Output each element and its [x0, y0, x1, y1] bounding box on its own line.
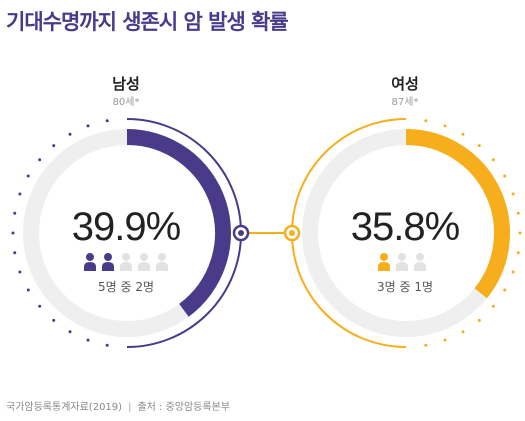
person-icon: [138, 253, 150, 271]
male-dotted-ring: [11, 119, 109, 347]
female-ring-dot: [477, 144, 481, 148]
chart-title: 기대수명까지 생존시 암 발생 확률: [6, 10, 289, 34]
footer-source-data: 국가암등록통계자료(2019): [6, 402, 123, 413]
male-ring-dot: [26, 174, 30, 178]
male-ring-dot: [52, 144, 56, 148]
female-ring-dot: [491, 304, 495, 308]
person-icon: [156, 253, 168, 271]
male-ring-dot: [105, 343, 109, 347]
person-icon: [414, 253, 426, 271]
female-ring-dot: [491, 158, 495, 162]
male-ring-dot: [68, 330, 72, 334]
female-ring-dot: [503, 174, 507, 178]
male-connector-node: [232, 224, 250, 242]
female-people-icons: [305, 252, 505, 276]
female-ring-dot: [503, 288, 507, 292]
male-age-label: 80세*: [112, 97, 140, 108]
footer-separator: |: [128, 402, 132, 413]
female-ring-dot: [443, 338, 447, 342]
footer: 국가암등록통계자료(2019) | 출처 : 중앙암등록본부: [6, 398, 230, 413]
male-people-icons: [26, 252, 226, 276]
female-percent-label: 35.8%: [350, 205, 460, 249]
female-ratio-label: 3명 중 1명: [376, 280, 434, 294]
person-icon-highlighted: [378, 253, 390, 271]
male-label: 남성: [112, 75, 140, 93]
female-ring-dot: [516, 251, 520, 255]
female-dotted-ring: [424, 119, 522, 347]
person-icon-highlighted: [84, 253, 96, 271]
male-ring-dot: [18, 192, 22, 196]
male-ring-dot: [18, 270, 22, 274]
female-label: 여성: [391, 75, 419, 93]
male-ring-dot: [13, 251, 17, 255]
male-ring-dot: [86, 124, 90, 128]
male-ring-dot: [68, 132, 72, 136]
male-ring-dot: [52, 318, 56, 322]
female-connector-node: [283, 224, 301, 242]
male-ratio-label: 5명 중 2명: [97, 280, 155, 294]
male-ring-dot: [105, 119, 109, 123]
male-ring-dot: [26, 288, 30, 292]
male-ring-dot: [13, 211, 17, 215]
female-ring-dot: [477, 318, 481, 322]
female-ring-dot: [516, 211, 520, 215]
female-value-arc: [405, 129, 510, 299]
male-value-arc: [126, 129, 231, 317]
female-ring-dot: [443, 124, 447, 128]
female-age-label: 87세*: [391, 97, 419, 108]
male-ring-dot: [38, 304, 42, 308]
person-icon: [120, 253, 132, 271]
female-ring-dot: [424, 119, 428, 123]
person-icon-highlighted: [102, 253, 114, 271]
male-percent-label: 39.9%: [71, 205, 181, 249]
male-ring-dot: [86, 338, 90, 342]
male-ring-dot: [38, 158, 42, 162]
female-ring-dot: [461, 330, 465, 334]
person-icon: [396, 253, 408, 271]
female-ring-dot: [424, 343, 428, 347]
female-ring-dot: [461, 132, 465, 136]
male-ring-dot: [11, 231, 15, 235]
female-ring-dot: [511, 270, 515, 274]
female-ring-dot: [518, 231, 522, 235]
female-ring-dot: [511, 192, 515, 196]
footer-source-origin: 출처 : 중앙암등록본부: [137, 402, 230, 413]
